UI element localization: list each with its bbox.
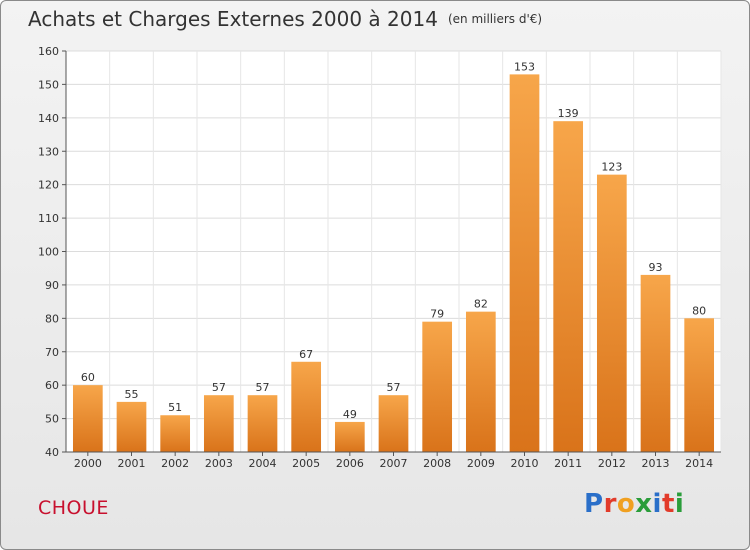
chart-title: Achats et Charges Externes 2000 à 2014 (e…: [28, 7, 542, 31]
bar-2007: [378, 395, 409, 452]
data-label: 80: [692, 304, 706, 317]
bar-2013: [640, 274, 671, 452]
bar-2014: [684, 318, 715, 452]
y-tick-label: 40: [45, 446, 59, 459]
x-tick-label: 2006: [336, 457, 364, 470]
data-label: 60: [81, 371, 95, 384]
bar-2009: [465, 311, 496, 452]
data-label: 123: [601, 161, 622, 174]
bar-2006: [334, 421, 365, 452]
logo-letter: i: [652, 489, 662, 519]
y-tick-label: 130: [38, 145, 59, 158]
bar-2002: [160, 415, 191, 452]
y-tick-label: 50: [45, 413, 59, 426]
y-tick-label: 120: [38, 179, 59, 192]
logo-letter: o: [616, 489, 636, 519]
x-tick-label: 2013: [642, 457, 670, 470]
logo-letter: P: [584, 489, 604, 519]
data-label: 79: [430, 308, 444, 321]
x-tick-label: 2001: [118, 457, 146, 470]
y-tick-label: 90: [45, 279, 59, 292]
y-tick-label: 100: [38, 246, 59, 259]
y-tick-label: 60: [45, 379, 59, 392]
bar-2005: [291, 361, 322, 452]
x-tick-label: 2008: [423, 457, 451, 470]
data-label: 139: [558, 107, 579, 120]
logo-letter: i: [674, 489, 685, 519]
x-tick-label: 2009: [467, 457, 495, 470]
y-tick-label: 150: [38, 78, 59, 91]
x-tick-label: 2012: [598, 457, 626, 470]
data-label: 93: [649, 261, 663, 274]
y-tick-label: 70: [45, 346, 59, 359]
y-tick-label: 80: [45, 312, 59, 325]
town-name: CHOUE: [38, 497, 109, 519]
y-tick-label: 110: [38, 212, 59, 225]
bar-2011: [553, 121, 584, 453]
x-tick-label: 2005: [292, 457, 320, 470]
logo-letter: x: [635, 489, 653, 519]
bar-2000: [72, 385, 103, 452]
y-tick-label: 140: [38, 112, 59, 125]
x-tick-label: 2002: [161, 457, 189, 470]
data-label: 57: [387, 381, 401, 394]
x-tick-label: 2003: [205, 457, 233, 470]
bar-2010: [509, 74, 540, 453]
data-label: 153: [514, 60, 535, 73]
x-tick-label: 2014: [685, 457, 713, 470]
data-label: 57: [212, 381, 226, 394]
bar-2003: [203, 395, 234, 452]
data-label: 51: [168, 401, 182, 414]
chart-title-text: Achats et Charges Externes 2000 à 2014: [28, 7, 438, 31]
bar-2004: [247, 395, 278, 452]
bar-2001: [116, 401, 147, 452]
chart-unit-note: (en milliers d'€): [447, 12, 543, 26]
proxiti-logo: Proxiti: [584, 489, 684, 519]
x-tick-label: 2000: [74, 457, 102, 470]
bar-2012: [596, 174, 627, 452]
data-label: 67: [299, 348, 313, 361]
x-tick-label: 2004: [249, 457, 277, 470]
bar-2008: [422, 321, 453, 452]
x-tick-label: 2010: [511, 457, 539, 470]
y-tick-label: 160: [38, 45, 59, 58]
data-label: 82: [474, 298, 488, 311]
x-tick-label: 2011: [554, 457, 582, 470]
x-tick-label: 2007: [380, 457, 408, 470]
data-label: 55: [125, 388, 139, 401]
data-label: 49: [343, 408, 357, 421]
logo-letter: t: [661, 489, 675, 519]
data-label: 57: [256, 381, 270, 394]
logo-letter: r: [603, 489, 617, 519]
